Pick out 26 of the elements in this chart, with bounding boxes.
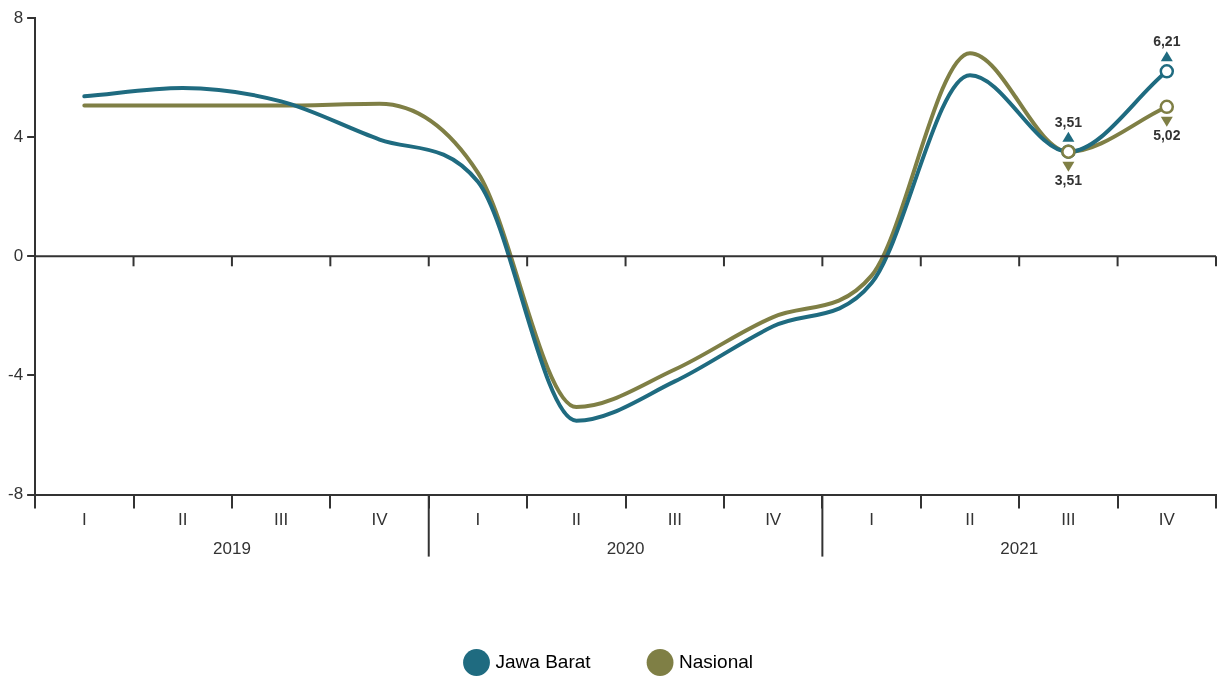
data-label: 6,21 [1153,33,1181,50]
y-tick-label: -4 [7,365,24,385]
x-tick-label: IV [765,510,782,530]
legend-label: Nasional [679,650,753,672]
text: 2019 [213,539,251,559]
data-label: 3,51 [1054,113,1083,130]
x-tick-label: III [1061,510,1076,530]
text: 2020 [606,539,645,559]
x-tick-label: I [475,510,481,530]
x-tick-label: IV [1158,510,1176,530]
x-tick-label: II [178,510,188,530]
y-tick-label: 0 [13,245,24,265]
x-tick-label: III [274,510,289,530]
x-tick-label: I [81,510,87,530]
y-tick-label: -8 [7,484,24,504]
data-label: 5,02 [1153,126,1181,143]
x-tick-label: II [965,510,975,530]
x-tick-label: II [571,510,582,530]
text: 2021 [1000,539,1039,559]
y-tick-label: 4 [13,126,24,146]
x-tick-label: III [667,510,682,530]
data-label: 3,51 [1054,171,1083,188]
x-tick-label: IV [371,510,389,530]
x-tick-label: I [869,510,874,530]
legend-label: Jawa Barat [495,650,592,672]
y-tick-label: 8 [13,7,24,27]
